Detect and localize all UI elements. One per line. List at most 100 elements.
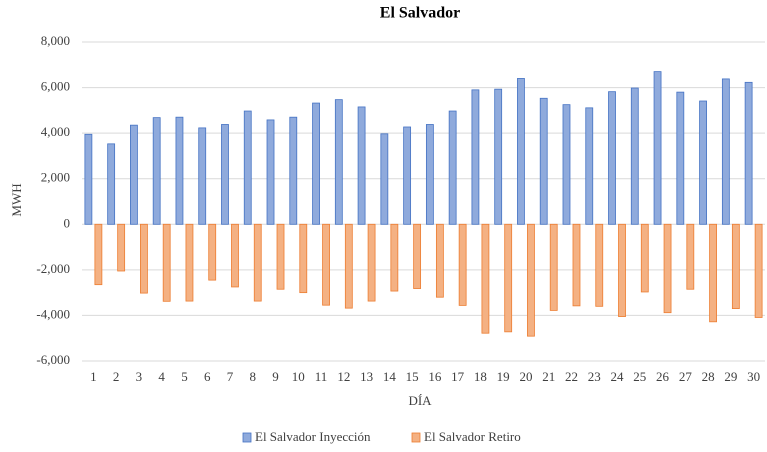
x-tick-label: 7 — [227, 369, 234, 384]
bar — [721, 78, 730, 225]
x-tick-label: 3 — [136, 369, 143, 384]
x-tick-label: 15 — [406, 369, 419, 384]
x-tick-label: 13 — [360, 369, 373, 384]
bar — [130, 124, 138, 225]
bar — [676, 91, 685, 225]
x-tick-label: 26 — [656, 369, 670, 384]
bar — [208, 223, 217, 281]
bar — [608, 91, 616, 225]
bar — [448, 110, 457, 225]
bar — [709, 223, 717, 323]
bar — [517, 78, 525, 225]
bar — [754, 223, 763, 318]
x-tick-label: 22 — [565, 369, 578, 384]
bar — [198, 127, 207, 225]
y-tick-label: -4,000 — [36, 306, 70, 321]
x-tick-label: 9 — [272, 369, 279, 384]
bar — [243, 110, 252, 225]
bar — [471, 89, 480, 225]
bar — [481, 223, 490, 334]
bar — [117, 223, 126, 272]
x-tick-label: 5 — [181, 369, 188, 384]
x-tick-label: 30 — [747, 369, 760, 384]
y-tick-label: 2,000 — [41, 170, 70, 185]
bar — [299, 223, 308, 294]
bar — [458, 223, 467, 306]
x-tick-label: 6 — [204, 369, 211, 384]
bar — [162, 223, 171, 302]
x-tick-label: 11 — [315, 369, 328, 384]
bar — [699, 100, 707, 225]
bar — [334, 99, 343, 225]
x-tick-label: 1 — [90, 369, 97, 384]
bar — [322, 223, 330, 306]
bar — [562, 104, 571, 225]
x-tick-label: 8 — [250, 369, 257, 384]
bar — [653, 71, 662, 225]
x-tick-label: 14 — [383, 369, 397, 384]
bar — [140, 223, 148, 294]
x-tick-label: 25 — [633, 369, 646, 384]
legend-swatch — [242, 432, 252, 443]
bar — [435, 223, 444, 298]
bar — [185, 223, 194, 302]
chart-title: El Salvador — [380, 5, 460, 22]
bar — [380, 133, 389, 225]
bar — [84, 133, 93, 225]
bar — [549, 223, 558, 311]
bar — [539, 97, 548, 225]
bar — [107, 143, 116, 225]
bar — [425, 124, 434, 225]
bar — [595, 223, 604, 307]
legend-swatch — [411, 432, 421, 443]
y-tick-label: -2,000 — [36, 261, 70, 276]
bar — [630, 87, 639, 225]
x-tick-label: 16 — [428, 369, 442, 384]
bar — [266, 119, 275, 225]
bar — [367, 223, 376, 302]
x-tick-label: 23 — [588, 369, 601, 384]
bar — [585, 107, 594, 225]
x-axis-label: DÍA — [408, 393, 432, 408]
bar — [527, 223, 535, 337]
x-tick-label: 4 — [158, 369, 165, 384]
x-tick-label: 12 — [337, 369, 350, 384]
y-axis-label: MWH — [9, 183, 24, 216]
bar — [175, 116, 184, 225]
bar — [731, 223, 740, 309]
bar — [221, 124, 229, 225]
y-tick-label: 8,000 — [41, 33, 70, 48]
x-tick-label: 21 — [542, 369, 555, 384]
y-tick-label: 0 — [64, 215, 71, 230]
bar — [390, 223, 399, 292]
bar — [231, 223, 239, 288]
y-tick-label: 4,000 — [41, 124, 70, 139]
bar — [344, 223, 353, 309]
bar — [253, 223, 262, 302]
x-tick-label: 18 — [474, 369, 487, 384]
x-tick-label: 2 — [113, 369, 120, 384]
x-tick-label: 28 — [702, 369, 715, 384]
bar — [312, 102, 320, 225]
x-tick-label: 27 — [679, 369, 693, 384]
bar — [152, 117, 161, 225]
legend-label: El Salvador Retiro — [424, 429, 521, 444]
bar — [663, 223, 672, 314]
bar — [413, 223, 422, 289]
legend-label: El Salvador Inyección — [255, 429, 371, 444]
bar — [640, 223, 649, 293]
x-tick-label: 10 — [292, 369, 305, 384]
bar — [494, 88, 503, 225]
bar — [403, 126, 412, 225]
bar — [618, 223, 626, 317]
y-tick-label: -6,000 — [36, 352, 70, 367]
x-tick-label: 29 — [724, 369, 737, 384]
y-tick-label: 6,000 — [41, 79, 70, 94]
bar — [572, 223, 581, 307]
bar — [504, 223, 513, 333]
bar — [357, 106, 366, 225]
bar — [276, 223, 285, 290]
bar — [289, 116, 298, 225]
bar — [744, 81, 753, 225]
